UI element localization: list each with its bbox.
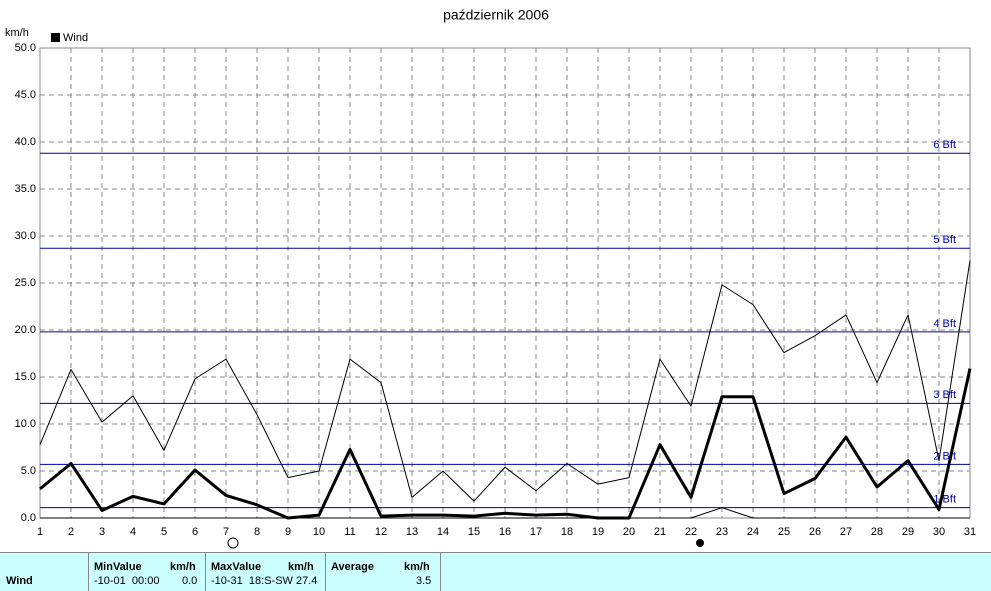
y-tick-label: 20.0 xyxy=(15,324,36,336)
cell: -10-01 00:00 xyxy=(94,575,160,587)
x-tick-label: 1 xyxy=(37,526,43,538)
stats-table: Wind MinValue km/h -10-01 00:00 0.0 MaxV… xyxy=(0,552,991,591)
x-tick-label: 2 xyxy=(68,526,74,538)
reference-label: 5 Bft xyxy=(933,234,956,246)
separator xyxy=(440,553,441,591)
y-tick-label: 25.0 xyxy=(15,277,36,289)
x-tick-label: 7 xyxy=(223,526,229,538)
y-axis-label: km/h xyxy=(5,27,29,39)
x-tick-label: 3 xyxy=(99,526,105,538)
y-tick-label: 5.0 xyxy=(21,465,36,477)
chart: październik 2006 km/h Wind 0.0 5.0 10.0 15.… xyxy=(5,7,976,549)
x-tick-label: 30 xyxy=(933,526,945,538)
x-tick-label: 27 xyxy=(840,526,852,538)
separator xyxy=(88,553,89,591)
data-line xyxy=(39,260,971,502)
reference-label: 4 Bft xyxy=(933,318,956,330)
x-tick-label: 4 xyxy=(130,526,136,538)
x-tick-label: 18 xyxy=(561,526,573,538)
x-tick-label: 17 xyxy=(530,526,542,538)
unit: km/h xyxy=(170,561,196,573)
x-tick-label: 31 xyxy=(964,526,976,538)
moon-icon xyxy=(696,539,704,547)
x-tick-label: 19 xyxy=(592,526,604,538)
chart-title: październik 2006 xyxy=(443,7,549,23)
moon-icon xyxy=(227,537,239,549)
x-tick-label: 20 xyxy=(623,526,635,538)
y-tick-label: 0.0 xyxy=(21,512,36,524)
header: MinValue xyxy=(94,561,142,573)
x-tick-label: 16 xyxy=(499,526,511,538)
x-tick-label: 13 xyxy=(406,526,418,538)
reference-label: 6 Bft xyxy=(933,139,956,151)
legend-label: Wind xyxy=(63,32,88,44)
y-tick-label: 15.0 xyxy=(15,371,36,383)
y-tick-label: 30.0 xyxy=(15,230,36,242)
cell: -10-31 18:S-SW 27.4 xyxy=(211,575,318,587)
header: MaxValue xyxy=(211,561,262,573)
header: Average xyxy=(331,561,375,573)
x-tick-label: 9 xyxy=(285,526,291,538)
x-tick-label: 10 xyxy=(313,526,325,538)
x-tick-label: 5 xyxy=(161,526,167,538)
y-tick-label: 10.0 xyxy=(15,418,36,430)
x-tick-label: 28 xyxy=(871,526,883,538)
x-tick-label: 8 xyxy=(254,526,260,538)
x-tick-label: 14 xyxy=(437,526,449,538)
row-label: Wind xyxy=(6,575,33,587)
x-tick-label: 12 xyxy=(375,526,387,538)
x-tick-label: 11 xyxy=(344,526,355,538)
separator xyxy=(205,553,206,591)
x-tick-label: 26 xyxy=(809,526,821,538)
cell: 3.5 xyxy=(416,575,432,587)
y-tick-label: 50.0 xyxy=(15,42,36,54)
x-tick-label: 6 xyxy=(192,526,198,538)
y-tick-label: 45.0 xyxy=(15,89,36,101)
x-tick-label: 25 xyxy=(778,526,790,538)
x-tick-label: 23 xyxy=(716,526,728,538)
x-tick-label: 22 xyxy=(685,526,697,538)
x-tick-label: 15 xyxy=(468,526,480,538)
separator xyxy=(325,553,326,591)
y-tick-label: 35.0 xyxy=(15,183,36,195)
x-tick-label: 24 xyxy=(747,526,759,538)
y-tick-label: 40.0 xyxy=(15,136,36,148)
unit: km/h xyxy=(404,561,430,573)
x-tick-label: 29 xyxy=(902,526,914,538)
data-line xyxy=(40,507,970,519)
reference-label: 3 Bft xyxy=(933,389,956,401)
unit: km/h xyxy=(288,561,314,573)
cell: 0.0 xyxy=(182,575,198,587)
legend-swatch xyxy=(51,33,60,42)
data-line xyxy=(39,368,972,520)
x-tick-label: 21 xyxy=(654,526,666,538)
